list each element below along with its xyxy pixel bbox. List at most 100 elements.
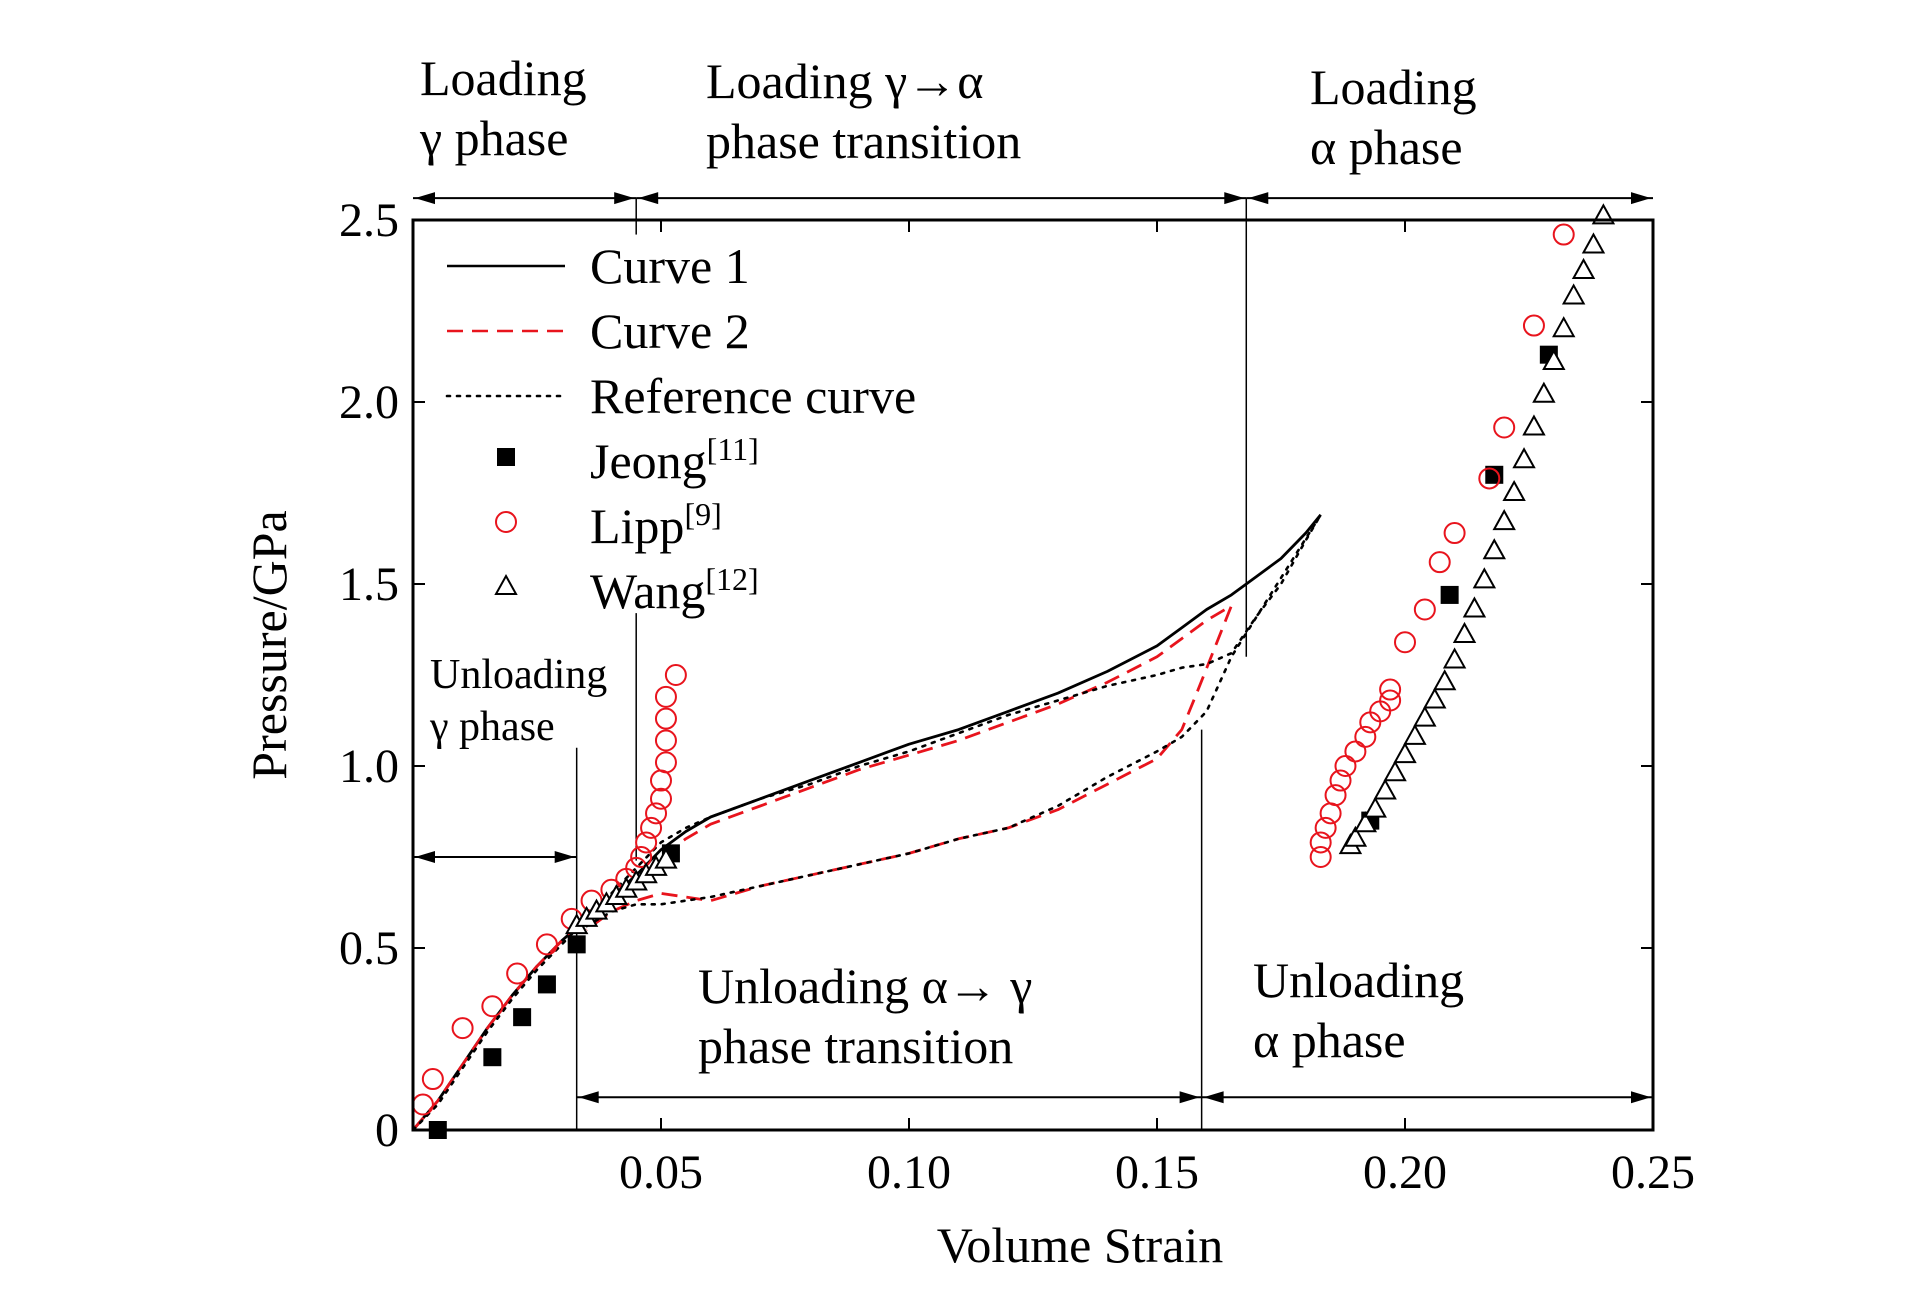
- loading-gamma-alpha-transition-arrow-left: [638, 192, 659, 205]
- series-lipp-point: [451, 1017, 474, 1040]
- series-wang-point: [1423, 687, 1447, 709]
- y-tick-label: 0: [375, 1104, 399, 1157]
- series-wang-point: [1363, 796, 1387, 818]
- series-lipp-point: [1329, 769, 1352, 792]
- y-tick-label: 1.5: [339, 558, 399, 611]
- axis-ticks: 0.05 0.10 0.15 0.20 0.25 0 0.5 1.0 1.5 2.0 2.5: [339, 194, 1695, 1199]
- series-wang-point: [1522, 414, 1546, 436]
- unloading-alpha-phase-arrow-left: [1203, 1091, 1224, 1104]
- series-jeong-point: [483, 1048, 502, 1067]
- series-wang-point: [1442, 647, 1467, 669]
- series-lipp-point: [1379, 678, 1402, 701]
- series-wang-point: [1353, 811, 1378, 833]
- series-lipp-point: [664, 664, 687, 686]
- series-lipp-point: [1522, 314, 1545, 337]
- unloading-alpha-gamma-transition-label: phase transition: [698, 1018, 1013, 1074]
- legend-curve2-label: Curve 2: [590, 303, 750, 359]
- series-wang-point: [1393, 742, 1417, 764]
- legend-lipp-label: Lipp[9]: [590, 496, 722, 554]
- loading-gamma-alpha-transition-label: Loading γ→α: [706, 53, 983, 109]
- series-lipp-point: [535, 933, 558, 956]
- series-lipp-point: [1443, 522, 1466, 545]
- series-lipp-point: [1379, 689, 1402, 712]
- x-tick-label: 0.05: [619, 1146, 703, 1199]
- x-axis-label: Volume Strain: [937, 1217, 1224, 1273]
- series-wang-point: [1432, 669, 1457, 691]
- unloading-alpha-gamma-transition-label: Unloading α→ γ: [698, 958, 1032, 1014]
- series-wang-point: [1383, 760, 1407, 782]
- series-wang-point: [654, 847, 678, 869]
- loading-alpha-phase-label: α phase: [1310, 119, 1463, 175]
- series-lipp-point: [650, 787, 672, 810]
- unloading-alpha-gamma-transition-arrow-left: [578, 1091, 599, 1104]
- series-lipp-point: [654, 729, 677, 752]
- series-wang-point: [1413, 705, 1437, 727]
- series-wang-point: [1581, 232, 1606, 254]
- series-lipp-point: [635, 831, 658, 854]
- series-wang-point: [1542, 348, 1566, 370]
- legend: Curve 1 Curve 2 Reference curve Jeong[11] Li…: [445, 238, 916, 619]
- loading-gamma-phase-arrow-right: [614, 192, 635, 205]
- legend-curve1-label: Curve 1: [590, 238, 750, 294]
- series-lipp-point: [1354, 725, 1377, 748]
- loading-gamma-alpha-transition-label: phase transition: [706, 113, 1021, 169]
- series-wang-point: [1492, 509, 1516, 531]
- series-lipp-point: [654, 707, 677, 730]
- series-lipp-point: [1309, 846, 1332, 868]
- unloading-gamma-phase-label: γ phase: [429, 704, 555, 750]
- series-lipp-point: [1413, 598, 1436, 621]
- series-jeong-point: [513, 1008, 532, 1027]
- series-lipp-point: [1319, 802, 1342, 825]
- series-wang-point: [1482, 538, 1506, 560]
- series-wang-point: [1343, 825, 1368, 847]
- series-lipp-point: [654, 685, 677, 708]
- series-curve1-line: [411, 513, 1322, 1131]
- series-lipp-point: [1478, 467, 1501, 490]
- series-wang-point: [1472, 567, 1497, 589]
- series-lipp-point: [411, 1093, 434, 1116]
- legend-wang-citation: [12]: [705, 561, 758, 597]
- markers-layer: [411, 203, 1616, 1139]
- series-wang-point: [1552, 316, 1576, 338]
- series-lipp-point: [1493, 416, 1516, 439]
- series-wang-point: [1532, 381, 1556, 403]
- series-jeong-point: [537, 975, 556, 994]
- series-wang-point: [1403, 723, 1427, 745]
- series-wang-point: [1561, 283, 1586, 305]
- legend-wang-swatch: [494, 573, 518, 595]
- loading-gamma-phase-arrow-left: [415, 192, 435, 205]
- series-wang-point: [1512, 447, 1536, 469]
- plot-frame: [411, 218, 1655, 1132]
- y-tick-label: 2.5: [339, 194, 399, 247]
- unloading-alpha-phase-label: α phase: [1253, 1012, 1406, 1068]
- legend-wang-label: Wang[12]: [590, 561, 759, 619]
- series-lipp-point: [1552, 223, 1575, 246]
- series-jeong-point: [1440, 585, 1459, 604]
- series-jeong-point: [567, 935, 586, 954]
- series-lipp-point: [421, 1068, 444, 1091]
- legend-reference-label: Reference curve: [590, 368, 916, 424]
- y-tick-label: 0.5: [339, 922, 399, 975]
- loading-gamma-phase-label: Loading: [420, 50, 587, 106]
- unloading-alpha-phase-arrow-right: [1631, 1091, 1651, 1104]
- loading-alpha-phase-arrow-left: [1248, 192, 1269, 205]
- series-wang-point: [1452, 621, 1477, 643]
- unloading-alpha-phase-label: Unloading: [1253, 952, 1464, 1008]
- series-lipp-point: [654, 751, 677, 774]
- series-wang-point: [1502, 479, 1526, 501]
- x-tick-label: 0.20: [1363, 1146, 1447, 1199]
- y-tick-label: 1.0: [339, 740, 399, 793]
- y-axis-label: Pressure/GPa: [241, 510, 297, 779]
- series-lipp-point: [506, 962, 529, 985]
- legend-lipp-swatch: [495, 511, 517, 533]
- unloading-alpha-gamma-transition-arrow-right: [1179, 1091, 1200, 1104]
- loading-gamma-alpha-transition-arrow-right: [1224, 192, 1245, 205]
- x-tick-label: 0.15: [1115, 1146, 1199, 1199]
- series-wang-point: [1373, 778, 1397, 800]
- series-lipp-point: [650, 769, 672, 792]
- series-lipp-point: [630, 846, 653, 868]
- legend-jeong-label: Jeong[11]: [590, 431, 759, 489]
- series-lipp-point: [1394, 631, 1416, 654]
